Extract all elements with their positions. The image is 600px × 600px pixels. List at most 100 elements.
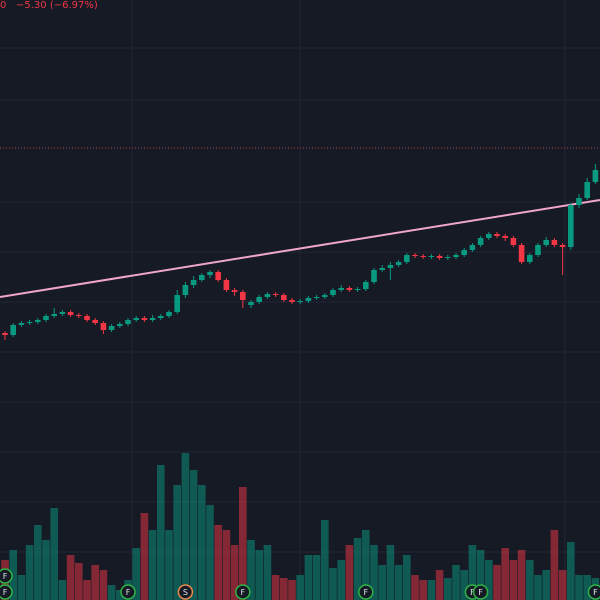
volume-bar	[468, 545, 477, 600]
volume-bar	[271, 575, 280, 600]
candle-body	[240, 292, 246, 300]
volume-bar	[198, 485, 206, 600]
candle-body	[305, 298, 312, 301]
candle-body	[453, 255, 459, 257]
candle-body	[354, 289, 361, 290]
candle-body	[117, 324, 123, 326]
candle-body	[18, 323, 25, 325]
candle-body	[182, 285, 189, 295]
volume-bar	[140, 513, 149, 600]
volume-bar	[419, 580, 427, 600]
volume-bar	[353, 538, 362, 600]
candle-body	[559, 245, 566, 247]
volume-bar	[206, 505, 214, 600]
candle-body	[76, 315, 82, 316]
volume-bar	[394, 565, 403, 600]
candle-body	[445, 257, 451, 258]
candle-body	[2, 333, 8, 335]
candle-body	[436, 256, 443, 258]
volume-bar	[378, 565, 386, 600]
candle-body	[272, 294, 279, 295]
candle-body	[502, 236, 508, 238]
candle-body	[584, 182, 590, 198]
event-marker	[472, 584, 489, 600]
volume-bar	[509, 560, 518, 600]
header-change: −5.30 (−6.97%)	[16, 0, 98, 11]
candle-body	[387, 265, 394, 268]
candle-body	[207, 272, 213, 275]
volume-bar	[116, 590, 124, 600]
volume-bar	[165, 530, 173, 600]
candle-body	[420, 256, 426, 257]
volume-bar	[452, 565, 460, 600]
event-marker	[0, 568, 13, 584]
volume-bar	[288, 580, 296, 600]
volume-bar	[460, 570, 468, 600]
candle-body	[149, 318, 156, 320]
candle-body	[461, 250, 467, 255]
volume-bar	[181, 453, 190, 600]
volume-bar	[312, 555, 321, 600]
event-label: F	[478, 588, 483, 597]
candle-body	[551, 240, 558, 245]
candle-body	[100, 323, 107, 330]
volume-bar	[25, 545, 34, 600]
volume-bar	[17, 575, 26, 600]
trend-line	[0, 199, 600, 298]
candle-body	[125, 320, 131, 324]
candle-body	[322, 295, 328, 297]
volume-bar	[263, 545, 272, 600]
event-label: F	[240, 588, 245, 597]
volume-bar	[321, 520, 329, 600]
volume-bar	[50, 508, 58, 600]
volume-bar	[345, 545, 354, 600]
event-label: F	[126, 588, 131, 597]
volume-bar	[107, 585, 116, 600]
candle-body	[346, 288, 353, 290]
volume-bar	[75, 563, 83, 600]
volume-bar	[239, 487, 247, 600]
candle-body	[469, 245, 476, 250]
event-marker	[177, 584, 194, 600]
volume-bar	[370, 545, 378, 600]
candle-body	[428, 256, 435, 257]
event-marker	[587, 584, 600, 600]
candle-body	[59, 312, 66, 314]
candle-body	[231, 290, 238, 292]
candle-body	[190, 280, 197, 285]
volume-bar	[337, 560, 345, 600]
volume-bar	[444, 578, 452, 600]
volume-bar	[567, 542, 575, 600]
volume-bar	[66, 555, 75, 600]
candle-body	[576, 198, 582, 205]
candle-body	[215, 272, 221, 280]
volume-bar	[214, 525, 222, 600]
candle-body	[158, 316, 164, 318]
candle-body	[67, 312, 74, 315]
volume-bar	[148, 530, 157, 600]
volume-bar	[435, 570, 444, 600]
event-marker	[120, 584, 136, 600]
volume-bar	[329, 568, 337, 600]
volume-bar	[157, 465, 165, 600]
volume-bar	[173, 485, 181, 600]
volume-bar	[526, 560, 534, 600]
candle-body	[395, 262, 402, 265]
candle-body	[141, 318, 148, 320]
candle-body	[412, 255, 418, 256]
candle-body	[84, 316, 90, 320]
volume-bar	[583, 575, 591, 600]
volume-bar	[542, 570, 550, 600]
volume-bar	[493, 565, 501, 600]
candle-body	[133, 318, 139, 320]
volume-bar	[247, 540, 255, 600]
candle-body	[174, 295, 180, 312]
volume-bar	[9, 550, 17, 600]
candle-body	[510, 238, 517, 245]
candle-body	[330, 290, 336, 295]
header-last-digit: 0	[0, 0, 6, 11]
candle-body	[264, 294, 271, 297]
candle-body	[371, 270, 377, 282]
